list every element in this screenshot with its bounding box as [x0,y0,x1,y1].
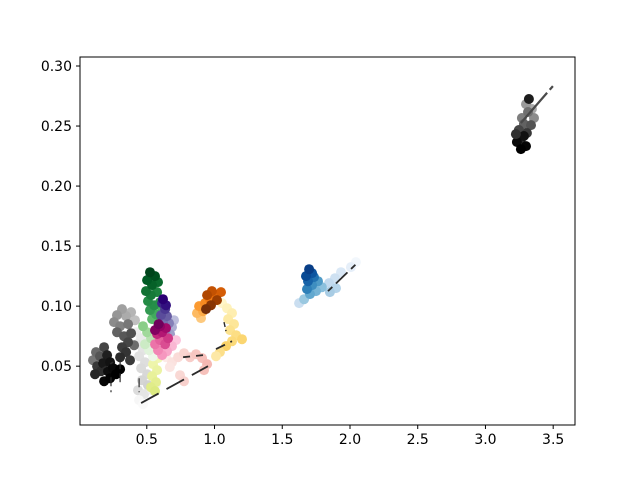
y-tick-label: 0.20 [41,179,72,195]
dashed-trajectory-segment [327,262,358,292]
y-tick-label: 0.10 [41,299,72,315]
x-tick-label: 2.0 [339,432,361,448]
dashed-trajectory-segment [215,340,233,350]
scatter-point-track-greys-topright [518,131,529,141]
scatter-point-track-oranges [201,304,211,315]
dashed-trajectory-segment [223,321,227,332]
y-tick-label: 0.15 [41,239,72,255]
scatter-point-track-greens [145,267,155,278]
axes-frame [79,56,576,426]
dashed-trajectory-segment [99,361,114,371]
scatter-point-track-greys-topright [515,144,526,155]
y-tick-label: 0.25 [41,119,72,135]
dashed-trajectory-segment [140,365,209,404]
scatter-point-track-greys-topright [523,107,533,117]
scatter-point-track-greys-mid [115,352,126,363]
scatter-point-track-blues [304,264,315,275]
scatter-point-track-greens [141,286,151,297]
scatter-point-track-blues [345,262,356,273]
scatter-point-track-oranges [202,290,213,301]
scatter-point-track-greens [138,321,148,332]
x-tick-label: 3.0 [474,432,496,448]
scatter-point-track-ylorbr-pale [211,351,221,362]
dashed-trajectory-segment [183,354,204,359]
scatter-point-track-greys-topright [526,120,536,131]
x-tick-label: 2.5 [407,432,429,448]
scatter-point-track-ylorbr-pale [237,334,247,345]
scatter-point-track-greens [142,275,153,286]
scatter-point-track-greys-mid [126,328,137,339]
scatter-point-track-greys-mid [125,355,135,366]
scatter-point-track-greys-dark-left [90,369,100,380]
scatter-point-track-greys-topright [510,129,521,140]
x-tick-label: 3.5 [542,432,564,448]
scatter-point-track-blues [302,284,312,295]
scatter-point-track-greys-dark-left [99,342,110,353]
scatter-point-track-greys-topright [523,94,534,104]
y-tick-label: 0.30 [41,59,72,75]
scatter-point-track-oranges [216,287,226,298]
scatter-point-track-purples [158,294,168,305]
scatter-point-track-magenta [153,319,164,330]
y-tick-label: 0.05 [41,359,72,375]
x-tick-label: 0.5 [136,432,158,448]
scatter-point-track-blues [324,287,335,298]
x-tick-label: 1.0 [203,432,225,448]
x-tick-label: 1.5 [271,432,293,448]
scatter-point-track-pink-trail [179,376,189,387]
scatter-point-track-pink-trail [164,362,175,373]
scatter-point-track-ylorbr-pale [221,341,231,352]
dashed-trajectory-segment [520,85,554,124]
scatter-point-track-greys-mid [123,319,134,330]
